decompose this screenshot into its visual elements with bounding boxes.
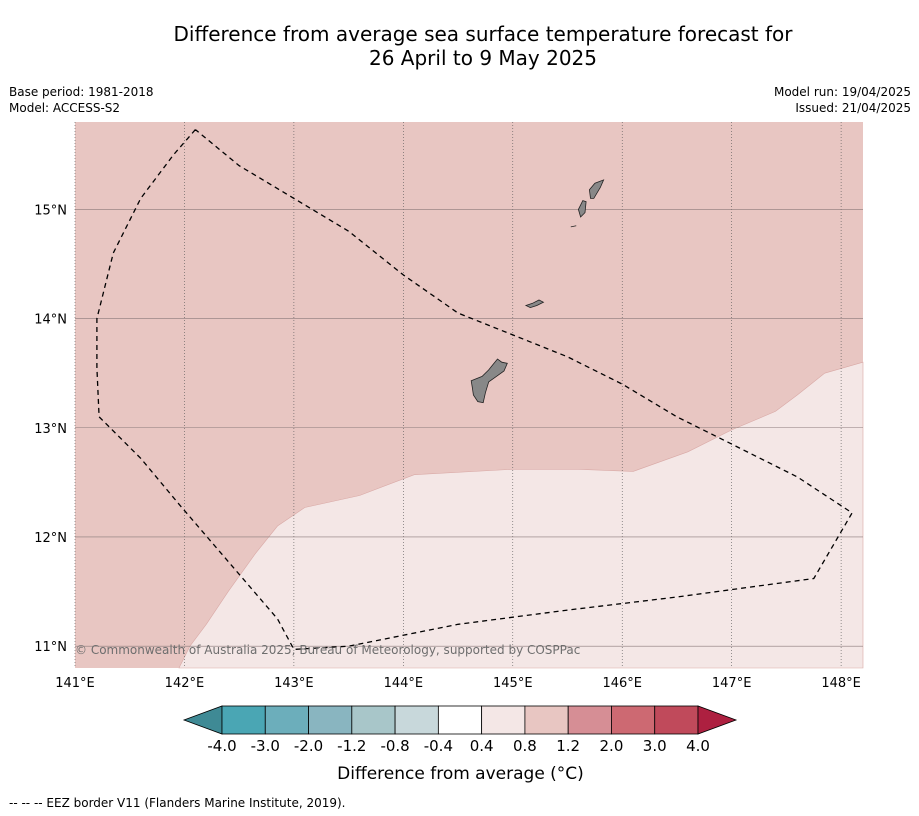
eez-footnote: -- -- -- EEZ border V11 (Flanders Marine… [9,796,346,810]
lon-tick-label: 146°E [602,676,642,691]
model-run: Model run: 19/04/2025 [773,85,911,99]
island-saipan [588,179,605,199]
colorbar-swatch [481,705,526,735]
meta-right: Model run: 19/04/2025 Issued: 21/04/2025 [774,84,911,116]
colorbar-tick-label: -0.8 [380,737,409,755]
copyright-notice: © Commonwealth of Australia 2025, Bureau… [75,643,580,657]
lon-tick-label: 148°E [821,676,861,691]
colorbar-min-arrow [182,705,223,735]
island-aguijan [570,225,577,228]
lat-tick-label: 15°N [34,203,67,218]
map-axes: 141°E 142°E 143°E 144°E 145°E 146°E 147°E 148°E… [34,203,861,691]
colorbar-swatch [654,705,699,735]
island-tinian [577,200,587,218]
lat-tick-label: 14°N [34,313,67,328]
lon-tick-label: 142°E [165,676,205,691]
meta-left: Base period: 1981-2018 Model: ACCESS-S2 [9,84,154,116]
eez-border [96,129,853,651]
colorbar-tick-label: -2.0 [294,737,323,755]
anomaly-region-0-4-to-0-8 [178,361,864,669]
lat-tick-label: 13°N [34,422,67,437]
model-name: Model: ACCESS-S2 [9,101,121,115]
island-rota [524,299,545,309]
lon-tick-label: 143°E [274,676,314,691]
colorbar-swatch [221,705,266,735]
colorbar-swatch [611,705,656,735]
colorbar-swatch [308,705,353,735]
colorbar-title: Difference from average (°C) [337,764,584,784]
lat-tick-label: 11°N [34,640,67,655]
title-line-2: 26 April to 9 May 2025 [369,46,597,70]
lon-tick-label: 144°E [384,676,424,691]
colorbar-swatch [264,705,309,735]
colorbar-tick-label: -0.4 [424,737,453,755]
colorbar-swatch [437,705,483,735]
colorbar-tick-label: 1.2 [556,737,580,755]
colorbar-tick-label: -3.0 [251,737,280,755]
colorbar-tick-label: -1.2 [337,737,366,755]
issued-date: Issued: 21/04/2025 [795,101,911,115]
chart-title: Difference from average sea surface temp… [0,22,919,70]
colorbar-tick-label: 2.0 [600,737,624,755]
lon-tick-label: 141°E [55,676,95,691]
colorbar-tick-label: -4.0 [207,737,236,755]
colorbar-tick-label: 0.8 [513,737,537,755]
title-line-1: Difference from average sea surface temp… [173,22,793,46]
lon-tick-label: 147°E [712,676,752,691]
island-guam [470,358,508,404]
colorbar-swatch [351,705,396,735]
colorbar-max-arrow [697,705,738,735]
colorbar-tick-label: 0.4 [470,737,494,755]
colorbar-swatch [394,705,439,735]
colorbar-tick-label: 3.0 [643,737,667,755]
map-area: © Commonwealth of Australia 2025, Bureau… [74,122,864,669]
base-period: Base period: 1981-2018 [9,85,154,99]
colorbar-swatch [567,705,612,735]
colorbar: -4.0 -3.0 -2.0 -1.2 -0.8 -0.4 0.4 0.8 1.2 2.0 3.0 4… [182,705,738,755]
lat-tick-label: 12°N [34,531,67,546]
lon-tick-label: 145°E [493,676,533,691]
colorbar-tick-label: 4.0 [686,737,710,755]
colorbar-swatch [524,705,569,735]
